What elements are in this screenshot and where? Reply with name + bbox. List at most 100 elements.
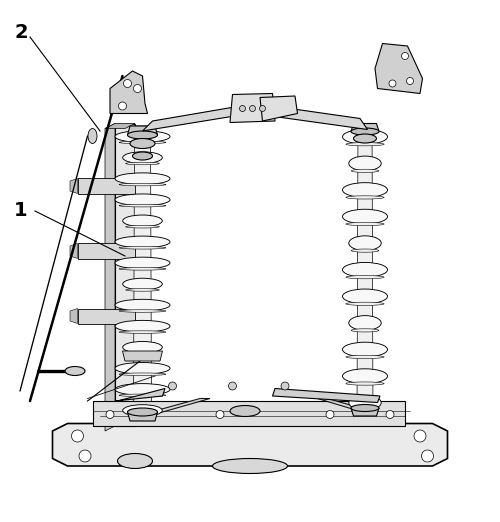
Polygon shape — [105, 124, 135, 128]
Ellipse shape — [342, 369, 388, 384]
Ellipse shape — [346, 302, 384, 305]
Ellipse shape — [351, 329, 379, 332]
Ellipse shape — [346, 382, 384, 385]
Circle shape — [216, 410, 224, 419]
Ellipse shape — [342, 342, 388, 357]
Polygon shape — [351, 124, 379, 132]
Ellipse shape — [122, 405, 162, 416]
Ellipse shape — [115, 194, 170, 206]
Polygon shape — [92, 401, 405, 426]
Circle shape — [168, 382, 176, 390]
Ellipse shape — [126, 352, 160, 354]
Circle shape — [228, 382, 236, 390]
Polygon shape — [351, 408, 379, 416]
Ellipse shape — [212, 458, 288, 473]
Ellipse shape — [122, 278, 162, 290]
Circle shape — [260, 105, 266, 112]
Ellipse shape — [342, 129, 388, 144]
Polygon shape — [255, 103, 368, 129]
Polygon shape — [52, 423, 448, 466]
Ellipse shape — [346, 143, 384, 146]
Ellipse shape — [119, 331, 166, 334]
Ellipse shape — [65, 366, 85, 375]
Ellipse shape — [119, 141, 166, 144]
Circle shape — [72, 430, 84, 442]
Ellipse shape — [115, 236, 170, 247]
Ellipse shape — [115, 130, 170, 143]
Circle shape — [106, 410, 114, 419]
Ellipse shape — [342, 209, 388, 224]
Polygon shape — [142, 103, 255, 131]
Polygon shape — [230, 93, 275, 123]
Text: 2: 2 — [14, 22, 28, 42]
Polygon shape — [128, 126, 158, 135]
Circle shape — [134, 85, 141, 92]
Ellipse shape — [88, 128, 97, 144]
Circle shape — [124, 79, 132, 88]
Ellipse shape — [115, 384, 170, 395]
Polygon shape — [260, 96, 298, 121]
Ellipse shape — [349, 395, 381, 410]
Ellipse shape — [342, 183, 388, 197]
Circle shape — [389, 80, 396, 87]
Ellipse shape — [128, 408, 158, 416]
Ellipse shape — [354, 134, 376, 143]
Polygon shape — [357, 124, 373, 416]
Ellipse shape — [126, 226, 160, 228]
Polygon shape — [70, 309, 78, 324]
Circle shape — [326, 410, 334, 419]
Ellipse shape — [122, 215, 162, 227]
Ellipse shape — [132, 152, 152, 160]
Ellipse shape — [126, 289, 160, 291]
Ellipse shape — [119, 205, 166, 207]
Ellipse shape — [346, 276, 384, 279]
Ellipse shape — [122, 152, 162, 163]
Ellipse shape — [128, 131, 158, 139]
Circle shape — [414, 430, 426, 442]
Circle shape — [240, 105, 246, 112]
Polygon shape — [122, 351, 162, 361]
Polygon shape — [272, 388, 380, 402]
Polygon shape — [78, 309, 135, 324]
Text: 1: 1 — [14, 201, 28, 220]
Circle shape — [79, 450, 91, 462]
Ellipse shape — [351, 128, 379, 135]
Ellipse shape — [119, 246, 166, 249]
Ellipse shape — [349, 236, 381, 251]
Ellipse shape — [346, 196, 384, 199]
Ellipse shape — [342, 263, 388, 277]
Polygon shape — [318, 398, 371, 411]
Ellipse shape — [119, 394, 166, 397]
Circle shape — [422, 450, 434, 462]
Ellipse shape — [115, 299, 170, 311]
Ellipse shape — [115, 362, 170, 374]
Ellipse shape — [349, 316, 381, 330]
Circle shape — [402, 53, 408, 60]
Polygon shape — [128, 412, 158, 421]
Circle shape — [406, 77, 414, 85]
Circle shape — [118, 102, 126, 110]
Ellipse shape — [126, 162, 160, 165]
Ellipse shape — [122, 341, 162, 353]
Polygon shape — [78, 179, 135, 194]
Polygon shape — [136, 398, 210, 416]
Polygon shape — [70, 179, 78, 194]
Ellipse shape — [119, 373, 166, 375]
Ellipse shape — [115, 257, 170, 269]
Polygon shape — [375, 43, 422, 93]
Polygon shape — [70, 243, 78, 258]
Ellipse shape — [119, 183, 166, 186]
Ellipse shape — [115, 173, 170, 184]
Ellipse shape — [230, 406, 260, 417]
Ellipse shape — [118, 454, 152, 469]
Polygon shape — [78, 243, 135, 258]
Circle shape — [281, 382, 289, 390]
Polygon shape — [115, 388, 165, 401]
Polygon shape — [105, 124, 115, 431]
Circle shape — [250, 105, 256, 112]
Ellipse shape — [346, 222, 384, 226]
Ellipse shape — [349, 156, 381, 171]
Circle shape — [386, 410, 394, 419]
Ellipse shape — [351, 169, 379, 172]
Ellipse shape — [346, 355, 384, 359]
